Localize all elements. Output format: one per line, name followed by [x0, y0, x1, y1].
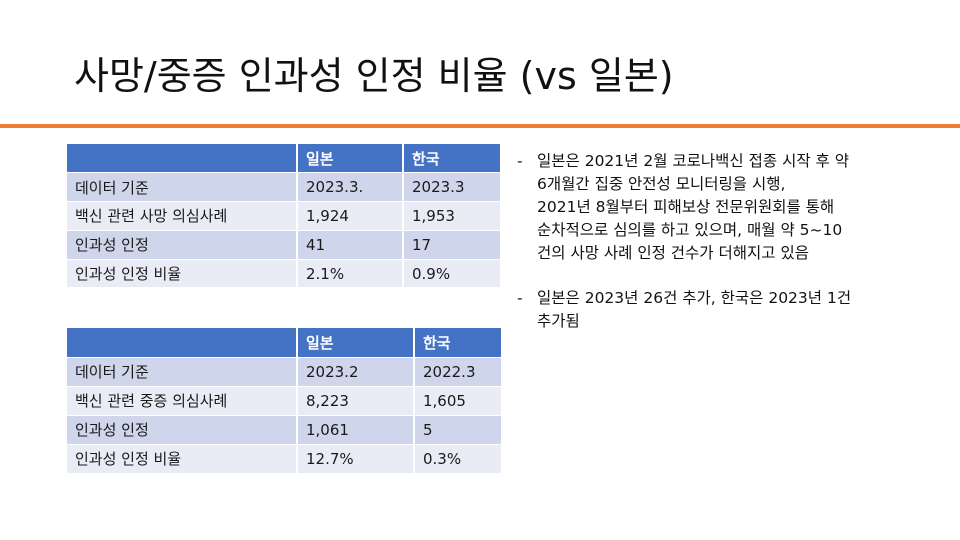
row-label: 백신 관련 중증 의심사례 [67, 386, 298, 416]
cell-japan: 1,061 [297, 415, 415, 445]
cell-japan: 2.1% [297, 259, 404, 289]
note-item: - 일본은 2021년 2월 코로나백신 접종 시작 후 약 6개월간 집중 안… [512, 150, 932, 265]
cell-japan: 41 [297, 230, 404, 260]
table-row: 데이터 기준 2023.2 2022.3 [67, 357, 503, 387]
table-row: 인과성 인정 비율 2.1% 0.9% [67, 259, 502, 289]
table-row: 백신 관련 사망 의심사례 1,924 1,953 [67, 201, 502, 231]
header-cell-japan: 일본 [297, 144, 404, 174]
cell-korea: 1,605 [414, 386, 503, 416]
note-line: 건의 사망 사례 인정 건수가 더해지고 있음 [537, 244, 809, 262]
cell-korea: 0.9% [403, 259, 502, 289]
row-label: 백신 관련 사망 의심사례 [67, 201, 298, 231]
serious-causality-table: 일본 한국 데이터 기준 2023.2 2022.3 백신 관련 중증 의심사례… [67, 328, 503, 474]
cell-japan: 2023.3. [297, 172, 404, 203]
header-cell-empty [67, 144, 298, 174]
slide-title: 사망/중증 인과성 인정 비율 (vs 일본) [74, 54, 674, 98]
cell-korea: 2022.3 [414, 357, 503, 387]
table-row: 백신 관련 중증 의심사례 8,223 1,605 [67, 386, 503, 416]
note-line: 2021년 8월부터 피해보상 전문위원회를 통해 [537, 198, 835, 216]
dash-bullet: - [517, 289, 523, 307]
table-row: 인과성 인정 41 17 [67, 230, 502, 260]
note-line: 6개월간 집중 안전성 모니터링을 시행, [537, 175, 786, 193]
cell-japan: 2023.2 [297, 357, 415, 387]
table-header-row: 일본 한국 [67, 328, 503, 358]
cell-korea: 1,953 [403, 201, 502, 231]
cell-japan: 8,223 [297, 386, 415, 416]
note-line: 일본은 2023년 26건 추가, 한국은 2023년 1건 [537, 289, 852, 307]
header-cell-korea: 한국 [403, 144, 502, 174]
row-label: 인과성 인정 비율 [67, 259, 298, 289]
death-causality-table: 일본 한국 데이터 기준 2023.3. 2023.3 백신 관련 사망 의심사… [67, 144, 502, 289]
header-cell-korea: 한국 [414, 328, 503, 358]
cell-korea: 17 [403, 230, 502, 260]
dash-bullet: - [517, 152, 523, 170]
notes-list: - 일본은 2021년 2월 코로나백신 접종 시작 후 약 6개월간 집중 안… [512, 150, 932, 333]
row-label: 인과성 인정 [67, 415, 298, 445]
cell-japan: 1,924 [297, 201, 404, 231]
cell-japan: 12.7% [297, 444, 415, 474]
table-header-row: 일본 한국 [67, 144, 502, 174]
row-label: 인과성 인정 [67, 230, 298, 260]
note-line: 순차적으로 심의를 하고 있으며, 매월 약 5~10 [537, 221, 843, 239]
note-line: 일본은 2021년 2월 코로나백신 접종 시작 후 약 [537, 152, 849, 170]
cell-korea: 5 [414, 415, 503, 445]
table-row: 인과성 인정 비율 12.7% 0.3% [67, 444, 503, 474]
row-label: 데이터 기준 [67, 357, 298, 387]
note-item: - 일본은 2023년 26건 추가, 한국은 2023년 1건 추가됨 [512, 287, 932, 333]
table-row: 데이터 기준 2023.3. 2023.3 [67, 172, 502, 203]
title-divider [0, 124, 960, 128]
row-label: 인과성 인정 비율 [67, 444, 298, 474]
table-row: 인과성 인정 1,061 5 [67, 415, 503, 445]
header-cell-japan: 일본 [297, 328, 415, 358]
cell-korea: 2023.3 [403, 172, 502, 203]
header-cell-empty [67, 328, 298, 358]
note-line: 추가됨 [537, 312, 580, 330]
cell-korea: 0.3% [414, 444, 503, 474]
row-label: 데이터 기준 [67, 172, 298, 203]
